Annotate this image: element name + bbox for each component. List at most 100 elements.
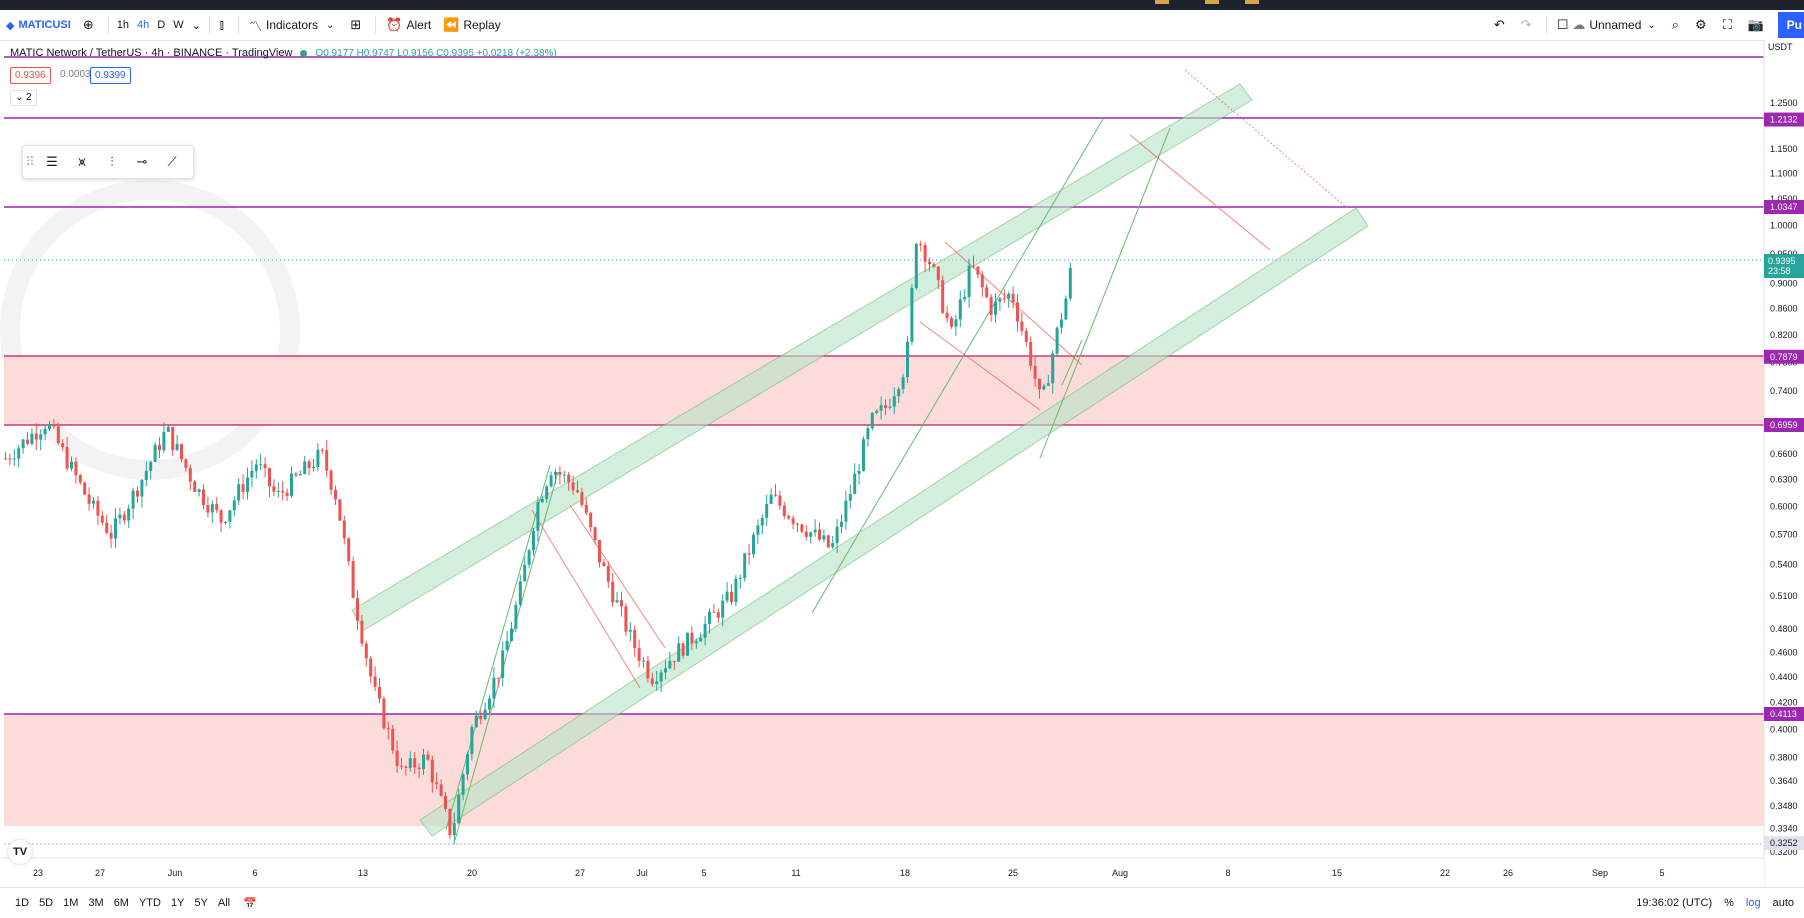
candle-body: [479, 715, 483, 720]
chart-area[interactable]: 1.2500 1.1500 1.1000 1.0500 1.0000 0.9500 0.90…: [0, 40, 1804, 887]
candle-body: [470, 727, 474, 755]
down-line-5[interactable]: [1129, 134, 1271, 251]
candle-body: [897, 389, 901, 397]
level-tag[interactable]: [1764, 836, 1804, 851]
candle-body: [606, 566, 610, 582]
timeframe-dropdown-chevron-icon[interactable]: ⌄: [191, 19, 201, 32]
current-price-label: 0.9395: [1768, 256, 1796, 266]
range-button-5d[interactable]: 5D: [39, 897, 54, 909]
candle-body: [426, 754, 430, 760]
time-axis-bg[interactable]: [0, 858, 1764, 887]
clock[interactable]: 19:36:02 (UTC): [1636, 897, 1713, 909]
candle-body: [254, 464, 258, 471]
timeframe-1h[interactable]: 1h: [116, 19, 129, 31]
percent-toggle[interactable]: %: [1724, 897, 1734, 909]
candle-body: [162, 431, 166, 451]
trend-line-2[interactable]: [454, 471, 559, 841]
candle-body: [923, 244, 927, 262]
publish-button[interactable]: Pu: [1778, 12, 1804, 38]
pattern-icon[interactable]: ⩙: [78, 154, 86, 169]
candle-body: [474, 715, 478, 728]
range-button-1y[interactable]: 1Y: [170, 897, 185, 909]
settings-button[interactable]: ⚙: [1689, 10, 1717, 40]
divider: [107, 16, 109, 34]
timeframe-w[interactable]: W: [173, 19, 184, 31]
tradingview-logo-icon[interactable]: TV: [8, 840, 32, 864]
range-button-6m[interactable]: 6M: [113, 897, 129, 909]
candle-body: [963, 296, 967, 300]
level-tag[interactable]: [1764, 417, 1804, 432]
price-chart[interactable]: 1.2500 1.1500 1.1000 1.0500 1.0000 0.9500 0.90…: [0, 40, 1804, 887]
down-line-2[interactable]: [569, 504, 666, 649]
range-button-all[interactable]: All: [217, 897, 231, 909]
snapshot-button[interactable]: 📷: [1742, 10, 1774, 40]
sell-price[interactable]: 0.9396: [10, 67, 51, 84]
candle-body: [338, 499, 342, 521]
candle-body: [461, 774, 465, 795]
timeframe-d[interactable]: D: [157, 19, 166, 31]
candle-body: [109, 532, 113, 539]
top-toolbar: ◆ MATICUSI ⊕ 1h 4h D W ⌄ ⫾ 〽 Indicators …: [0, 10, 1804, 41]
candle-body: [919, 243, 923, 245]
range-button-ytd[interactable]: YTD: [138, 897, 161, 909]
candle-body: [686, 632, 689, 656]
layout-button[interactable]: ☐ ☁ Unnamed ⌄: [1551, 10, 1666, 40]
replay-button[interactable]: ⏪ Replay: [437, 10, 507, 40]
level-tag[interactable]: [1764, 112, 1804, 127]
down-line-4[interactable]: [919, 321, 1041, 411]
down-line-6[interactable]: [1184, 69, 1346, 207]
alert-button[interactable]: ⏰ Alert: [380, 10, 437, 40]
candle-body: [853, 473, 857, 495]
indicator-toggle[interactable]: ⌄ 2: [10, 90, 37, 106]
log-toggle[interactable]: log: [1745, 897, 1761, 909]
undo-icon: ↶: [1493, 17, 1505, 32]
drag-handle-icon[interactable]: ⠿: [25, 154, 35, 169]
search-button[interactable]: ⌕: [1666, 10, 1689, 40]
candle-settings-icon[interactable]: ⫶: [110, 154, 114, 169]
goto-date-button[interactable]: 📅: [235, 897, 265, 910]
currency-label[interactable]: USDT: [1768, 42, 1793, 52]
range-button-1m[interactable]: 1M: [63, 897, 79, 909]
price-axis-bg[interactable]: [1764, 40, 1804, 887]
candle-body: [941, 280, 945, 313]
lines-icon[interactable]: ☰: [46, 154, 58, 169]
range-button-3m[interactable]: 3M: [88, 897, 104, 909]
trend-line-4[interactable]: [1039, 127, 1171, 459]
candle-body: [246, 477, 249, 493]
buy-price[interactable]: 0.9399: [90, 67, 131, 84]
level-tag[interactable]: [1764, 200, 1804, 214]
range-button-5y[interactable]: 5Y: [194, 897, 208, 909]
range-button-1d[interactable]: 1D: [15, 897, 30, 909]
templates-button[interactable]: ⊞: [344, 10, 371, 40]
trend-line-icon[interactable]: ⟋: [167, 154, 177, 169]
level-tag[interactable]: [1764, 349, 1804, 364]
cloud-icon: ☁: [1572, 17, 1586, 32]
indicators-button[interactable]: 〽 Indicators ⌄: [243, 10, 344, 40]
candle-body: [532, 530, 535, 551]
legend-title[interactable]: MATIC Network / TetherUS · 4h · BINANCE …: [10, 47, 293, 59]
trend-line-3[interactable]: [811, 118, 1104, 614]
redo-button[interactable]: ↷: [1515, 10, 1542, 40]
undo-button[interactable]: ↶: [1488, 10, 1515, 40]
chevron-down-icon: ⌄: [1647, 19, 1656, 31]
fullscreen-button[interactable]: ⛶: [1717, 10, 1742, 40]
horizontal-line-icon[interactable]: ⊸: [136, 154, 148, 169]
trend-line-5[interactable]: [1061, 339, 1083, 386]
symbol-search[interactable]: ◆ MATICUSI: [0, 10, 77, 40]
level-tag[interactable]: [1764, 707, 1804, 721]
candle-body: [540, 499, 544, 503]
chart-type-button[interactable]: ⫾: [214, 10, 234, 40]
channel-upper-band[interactable]: [351, 83, 1253, 631]
candle-body: [224, 521, 227, 523]
down-line-1[interactable]: [531, 509, 641, 689]
compare-button[interactable]: ⊕: [77, 10, 104, 40]
floating-drawing-toolbar: ⠿ ☰ ⩙ ⫶ ⊸ ⟋: [22, 145, 194, 179]
trend-line-1[interactable]: [445, 464, 551, 831]
candle-body: [153, 444, 157, 462]
timeframe-4h[interactable]: 4h: [136, 19, 150, 31]
spread-value: 0.0003: [60, 69, 91, 80]
auto-toggle[interactable]: auto: [1772, 897, 1794, 909]
candles-icon: ⫾: [219, 17, 224, 32]
price-tick: 0.6000: [1770, 501, 1798, 511]
countdown-label: 23:58: [1768, 266, 1791, 276]
